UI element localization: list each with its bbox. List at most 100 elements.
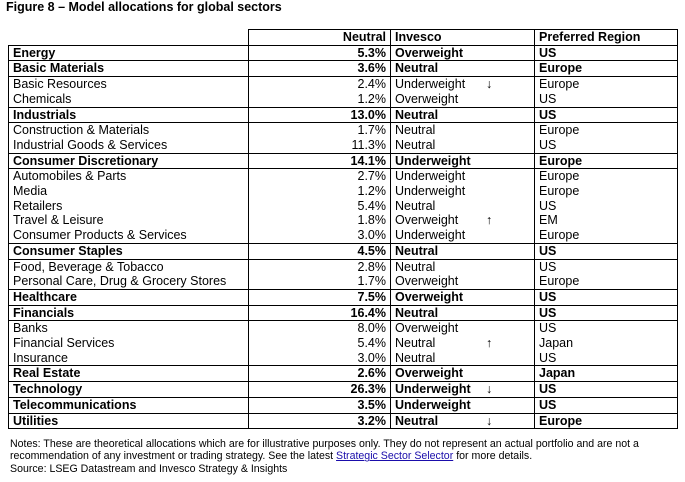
header-row: Neutral Invesco Preferred Region <box>8 29 678 46</box>
preferred-region: Europe <box>534 274 678 290</box>
sector-name: Retailers <box>8 198 249 214</box>
preferred-region: Europe <box>534 168 678 185</box>
preferred-region: Europe <box>534 122 678 138</box>
allocation-table: Neutral Invesco Preferred Region Energy 5… <box>8 29 678 430</box>
header-cell: Invesco <box>390 29 535 46</box>
neutral-weight: 2.8% <box>248 258 391 275</box>
header-cell: Preferred Region <box>534 29 678 46</box>
sector-name: Insurance <box>8 350 249 366</box>
sector-name: Consumer Staples <box>8 242 249 260</box>
neutral-weight: 1.2% <box>248 91 391 108</box>
preferred-region: US <box>534 198 678 214</box>
sector-name: Media <box>8 184 249 199</box>
sector-name: Utilities <box>8 412 249 430</box>
sector-name: Telecommunications <box>8 396 249 414</box>
invesco-view: Neutral <box>390 198 535 214</box>
neutral-weight: 2.6% <box>248 365 391 382</box>
table-row: Insurance 3.0% Neutral US <box>8 350 678 366</box>
table-row: Food, Beverage & Tobacco 2.8% Neutral US <box>8 258 678 275</box>
table-row: Banks 8.0% Overweight US <box>8 320 678 337</box>
invesco-view: Neutral ↑ <box>390 336 535 351</box>
invesco-view: Neutral <box>390 242 535 260</box>
invesco-view: Underweight <box>390 228 535 244</box>
invesco-view: Neutral <box>390 106 535 123</box>
neutral-weight: 13.0% <box>248 106 391 123</box>
preferred-region: US <box>534 44 678 61</box>
neutral-weight: 26.3% <box>248 381 391 398</box>
table-body: Neutral Invesco Preferred Region Energy 5… <box>8 29 678 430</box>
preferred-region: Europe <box>534 228 678 244</box>
invesco-view: Underweight ↓ <box>390 381 535 398</box>
neutral-weight: 3.6% <box>248 60 391 77</box>
change-arrow: ↑ <box>486 213 493 228</box>
neutral-weight: 3.2% <box>248 412 391 430</box>
link[interactable]: Strategic Sector Selector <box>336 450 454 463</box>
neutral-weight: 11.3% <box>248 137 391 154</box>
table-row: Financial Services 5.4% Neutral ↑ Japan <box>8 336 678 351</box>
neutral-weight: 1.2% <box>248 184 391 199</box>
invesco-view: Neutral <box>390 350 535 366</box>
source: Source: LSEG Datastream and Invesco Stra… <box>10 462 288 475</box>
sector-name: Travel & Leisure <box>8 213 249 229</box>
invesco-view: Overweight <box>390 288 535 306</box>
neutral-weight: 7.5% <box>248 288 391 306</box>
table-row: Technology 26.3% Underweight ↓ US <box>8 381 678 398</box>
preferred-region: US <box>534 320 678 337</box>
invesco-view: Neutral <box>390 258 535 275</box>
invesco-view: Overweight <box>390 44 535 61</box>
neutral-weight: 1.7% <box>248 274 391 290</box>
preferred-region: US <box>534 258 678 275</box>
table-row: Industrials 13.0% Neutral US <box>8 106 678 123</box>
neutral-weight: 14.1% <box>248 152 391 169</box>
neutral-weight: 2.4% <box>248 76 391 92</box>
neutral-weight: 5.4% <box>248 198 391 214</box>
change-arrow: ↓ <box>486 413 493 428</box>
sector-name: Financial Services <box>8 336 249 351</box>
preferred-region: US <box>534 350 678 366</box>
notes-text: Notes: These are theoretical allocations… <box>10 438 639 463</box>
table-row: Construction & Materials 1.7% Neutral Europ… <box>8 122 678 138</box>
preferred-region: US <box>534 288 678 306</box>
header-cell <box>8 29 249 46</box>
invesco-view: Neutral <box>390 60 535 77</box>
table-row: Consumer Staples 4.5% Neutral US <box>8 242 678 260</box>
table-row: Utilities 3.2% Neutral ↓ Europe <box>8 412 678 430</box>
preferred-region: Europe <box>534 412 678 430</box>
table-row: Consumer Products & Services 3.0% Underwei… <box>8 228 678 244</box>
notes: Notes: These are theoretical allocations… <box>10 438 675 475</box>
table-row: Personal Care, Drug & Grocery Stores 1.7%… <box>8 274 678 290</box>
change-arrow: ↓ <box>486 77 493 92</box>
preferred-region: US <box>534 91 678 108</box>
sector-name: Energy <box>8 44 249 61</box>
preferred-region: Europe <box>534 60 678 77</box>
sector-name: Real Estate <box>8 365 249 382</box>
sector-name: Technology <box>8 381 249 398</box>
preferred-region: US <box>534 137 678 154</box>
change-arrow: ↓ <box>486 382 493 397</box>
table-row: Financials 16.4% Neutral US <box>8 304 678 321</box>
header-cell: Neutral <box>248 29 391 46</box>
sector-name: Personal Care, Drug & Grocery Stores <box>8 274 249 290</box>
preferred-region: Europe <box>534 76 678 92</box>
invesco-view: Neutral <box>390 304 535 321</box>
sector-name: Industrials <box>8 106 249 123</box>
invesco-view: Underweight <box>390 152 535 169</box>
table-row: Real Estate 2.6% Overweight Japan <box>8 365 678 382</box>
invesco-view: Neutral ↓ <box>390 412 535 430</box>
invesco-view: Overweight <box>390 91 535 108</box>
sector-name: Food, Beverage & Tobacco <box>8 258 249 275</box>
sector-name: Automobiles & Parts <box>8 168 249 185</box>
table-row: Automobiles & Parts 2.7% Underweight Europe <box>8 168 678 185</box>
invesco-view: Neutral <box>390 122 535 138</box>
preferred-region: Europe <box>534 184 678 199</box>
sector-name: Banks <box>8 320 249 337</box>
table-row: Consumer Discretionary 14.1% Underweight Eu… <box>8 152 678 169</box>
neutral-weight: 5.3% <box>248 44 391 61</box>
invesco-view: Overweight <box>390 320 535 337</box>
preferred-region: US <box>534 396 678 414</box>
sector-name: Basic Resources <box>8 76 249 92</box>
invesco-view: Overweight ↑ <box>390 213 535 229</box>
sector-name: Healthcare <box>8 288 249 306</box>
invesco-view: Underweight <box>390 168 535 185</box>
